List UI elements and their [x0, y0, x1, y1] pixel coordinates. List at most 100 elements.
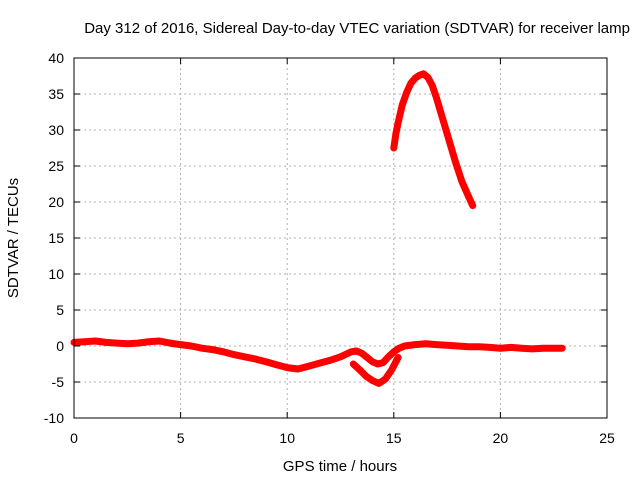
y-tick-label: 15 [48, 230, 64, 246]
axis-ticks [73, 57, 608, 419]
y-tick-label: 5 [56, 302, 64, 318]
data-point [230, 351, 238, 358]
x-tick-label: 25 [599, 430, 615, 446]
data-point [156, 337, 163, 345]
data-point [145, 338, 152, 345]
data-point [348, 348, 355, 355]
data-point [411, 341, 419, 348]
data-point [433, 94, 440, 101]
data-point [420, 70, 427, 78]
data-point [379, 359, 387, 366]
data-point [177, 341, 184, 348]
y-tick-label: 0 [56, 338, 64, 354]
data-point [390, 144, 397, 152]
data-point [550, 345, 557, 352]
tick-labels: 0 5 10 15 20 25 -10 -5 0 5 10 15 20 25 30 35 40 [44, 50, 615, 446]
data-point [539, 345, 547, 352]
data-point [433, 341, 440, 348]
data-point [92, 337, 99, 345]
data-point [422, 340, 429, 347]
x-tick-label: 15 [386, 430, 402, 446]
data-point [439, 116, 446, 123]
x-tick-label: 5 [177, 430, 185, 446]
data-point [350, 360, 357, 368]
data-point [273, 361, 280, 368]
data-point [507, 344, 515, 351]
data-point [188, 342, 195, 350]
data-point [124, 340, 131, 347]
series-line-0 [70, 337, 566, 373]
x-tick-label: 0 [70, 430, 78, 446]
data-point [394, 119, 402, 127]
x-axis-label: GPS time / hours [283, 458, 397, 475]
data-series [70, 70, 566, 387]
data-point [326, 357, 333, 364]
y-axis-label: SDTVAR / TECUs [5, 178, 22, 298]
y-tick-label: 35 [48, 86, 64, 102]
data-point [252, 355, 259, 363]
data-point [399, 101, 406, 109]
data-point [294, 365, 302, 373]
data-point [443, 342, 451, 349]
data-point [166, 339, 174, 347]
x-tick-label: 10 [279, 430, 295, 446]
data-point [220, 348, 227, 355]
data-point [81, 338, 88, 345]
x-tick-label: 20 [493, 430, 509, 446]
data-point [385, 353, 392, 360]
data-point [454, 342, 461, 350]
data-point [316, 360, 323, 367]
y-tick-label: 20 [48, 194, 64, 210]
y-tick-label: -5 [52, 374, 65, 390]
data-point [388, 366, 395, 373]
data-point [452, 159, 459, 166]
data-point [465, 193, 472, 200]
data-point [284, 364, 291, 371]
data-point [401, 342, 408, 350]
data-point [362, 373, 370, 380]
data-point [518, 345, 525, 352]
y-tick-label: 40 [48, 50, 64, 66]
data-point [356, 366, 363, 373]
data-point [353, 347, 360, 355]
data-point [337, 353, 344, 360]
y-tick-label: 30 [48, 122, 64, 138]
data-point [486, 344, 493, 351]
grid-lines [74, 58, 607, 418]
y-tick-label: 10 [48, 266, 64, 282]
data-point [374, 360, 381, 368]
data-point [394, 354, 402, 361]
y-tick-label: -10 [44, 410, 64, 426]
data-point [475, 343, 483, 350]
data-point [529, 345, 536, 353]
data-point [465, 343, 472, 350]
data-point [375, 380, 383, 387]
data-point [407, 80, 415, 87]
data-point [429, 82, 436, 89]
data-point [395, 345, 403, 352]
data-point [424, 74, 432, 81]
data-point [382, 375, 389, 383]
data-point [392, 130, 400, 137]
data-point [369, 358, 376, 365]
data-point [305, 363, 312, 370]
data-point [198, 345, 206, 352]
chart-title: Day 312 of 2016, Sidereal Day-to-day VTE… [84, 20, 630, 37]
data-point [559, 345, 566, 352]
data-point [369, 377, 376, 384]
data-point [469, 202, 476, 209]
data-point [209, 346, 216, 353]
data-point [134, 339, 142, 347]
data-point [446, 137, 453, 144]
data-point [102, 339, 110, 346]
data-point [497, 345, 504, 352]
data-point [458, 178, 466, 185]
data-point [113, 339, 120, 347]
data-point [241, 353, 248, 360]
data-point [364, 354, 371, 361]
data-point [262, 358, 270, 365]
data-point [403, 89, 410, 96]
data-point [358, 350, 365, 357]
y-tick-label: 25 [48, 158, 64, 174]
